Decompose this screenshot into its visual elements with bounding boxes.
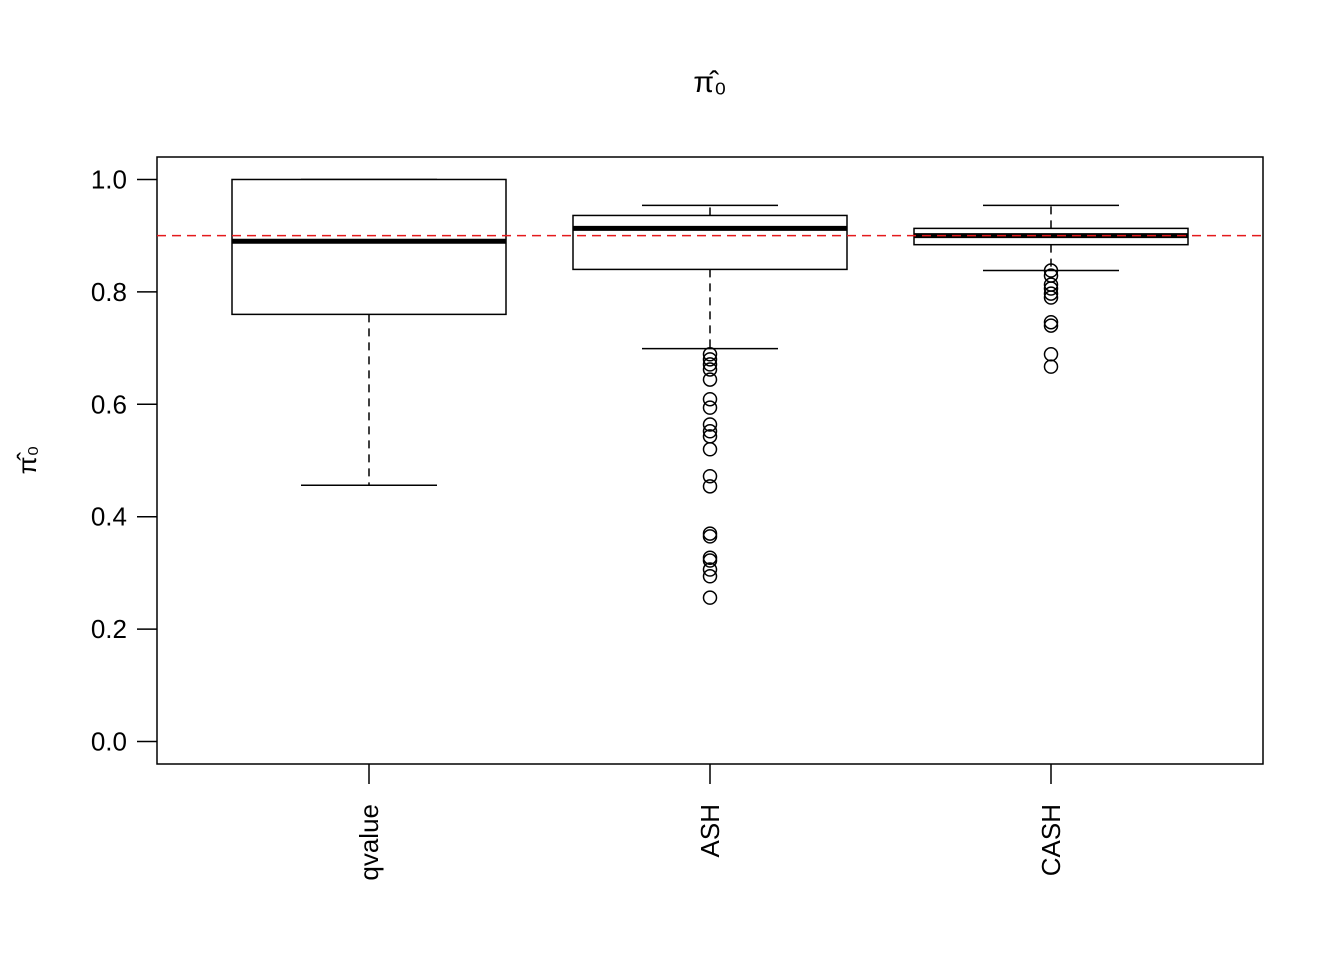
box [572,214,848,271]
outlier [702,391,718,407]
outlier [1043,290,1059,305]
chart-title: π̂₀ [693,66,726,99]
y-tick-label: 0.0 [91,727,127,757]
outlier [1043,281,1059,296]
outlier [702,479,718,494]
outlier [1043,318,1059,333]
outlier [702,352,718,367]
outlier [1043,359,1059,374]
outlier [702,362,718,377]
outlier [702,553,718,568]
outlier [1043,314,1059,330]
outlier [702,424,718,439]
y-tick-label: 0.8 [91,277,127,307]
outlier [702,357,718,372]
outlier [702,347,718,362]
y-axis-label: π̂₀ [12,446,42,475]
outlier [702,526,718,541]
x-tick-label: ASH [695,804,725,857]
y-tick-label: 1.0 [91,164,127,194]
outlier [702,590,718,605]
outlier [702,372,718,387]
outlier [702,550,718,565]
outlier [702,529,718,544]
outlier [1043,286,1059,301]
outlier [702,400,718,415]
y-tick-label: 0.6 [91,389,127,419]
outlier [702,442,718,457]
outlier [702,417,718,432]
outlier [702,569,718,584]
y-tick-label: 0.2 [91,614,127,644]
box [231,178,507,316]
y-tick-label: 0.4 [91,502,127,532]
outlier [702,468,718,484]
outlier [1043,347,1059,362]
outlier [702,562,718,577]
outlier [1043,263,1059,278]
x-tick-label: CASH [1036,804,1066,876]
x-tick-label: qvalue [354,804,384,881]
